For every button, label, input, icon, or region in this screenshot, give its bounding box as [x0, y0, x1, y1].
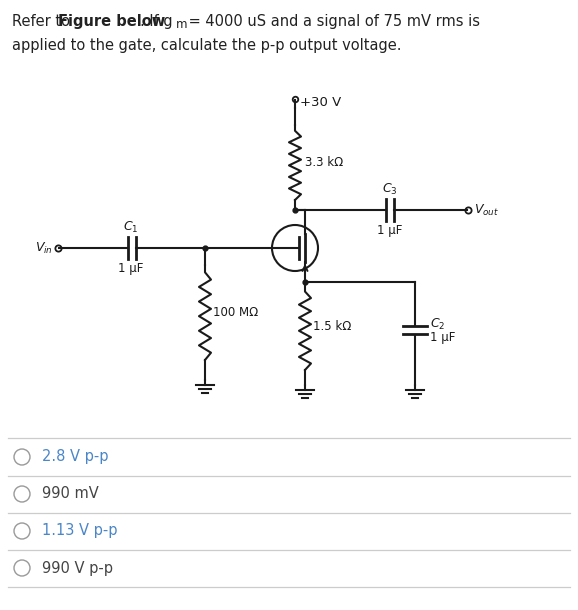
Text: 3.3 kΩ: 3.3 kΩ [305, 156, 343, 168]
Text: Refer to: Refer to [12, 14, 75, 29]
Text: +30 V: +30 V [300, 96, 341, 110]
Text: = 4000 uS and a signal of 75 mV rms is: = 4000 uS and a signal of 75 mV rms is [184, 14, 480, 29]
Text: . If g: . If g [140, 14, 173, 29]
Text: 1 μF: 1 μF [377, 224, 403, 237]
Text: m: m [176, 18, 187, 31]
Text: 990 V p-p: 990 V p-p [42, 561, 113, 575]
Text: 1.13 V p-p: 1.13 V p-p [42, 523, 117, 539]
Text: applied to the gate, calculate the p-p output voltage.: applied to the gate, calculate the p-p o… [12, 38, 402, 53]
Text: 100 MΩ: 100 MΩ [213, 306, 258, 318]
Text: 1.5 kΩ: 1.5 kΩ [313, 320, 351, 334]
Text: $C_2$: $C_2$ [430, 317, 445, 332]
Text: $V_{in}$: $V_{in}$ [35, 240, 53, 256]
Text: $V_{out}$: $V_{out}$ [474, 203, 499, 218]
Text: 1 μF: 1 μF [430, 331, 455, 343]
Text: Figure below: Figure below [58, 14, 165, 29]
Text: 2.8 V p-p: 2.8 V p-p [42, 450, 109, 464]
Text: 1 μF: 1 μF [118, 262, 144, 275]
Text: $C_1$: $C_1$ [123, 220, 139, 235]
Text: $C_3$: $C_3$ [382, 182, 398, 197]
Text: 990 mV: 990 mV [42, 487, 99, 501]
